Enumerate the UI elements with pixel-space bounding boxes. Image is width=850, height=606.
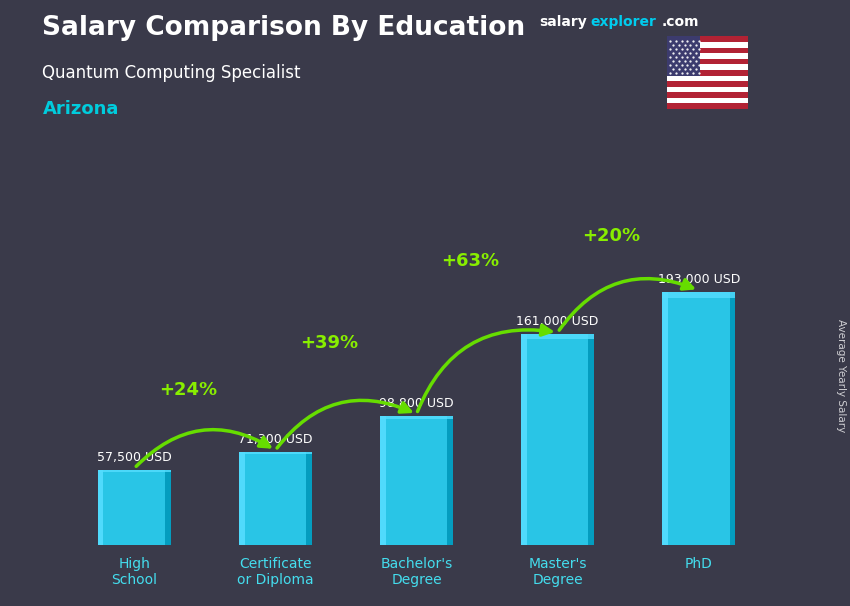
Bar xyxy=(380,416,386,545)
Bar xyxy=(239,452,312,454)
Bar xyxy=(729,292,735,545)
Bar xyxy=(667,42,748,47)
Bar xyxy=(521,334,527,545)
Text: 57,500 USD: 57,500 USD xyxy=(97,451,172,464)
Bar xyxy=(667,104,748,109)
Text: 71,300 USD: 71,300 USD xyxy=(238,433,313,446)
Bar xyxy=(667,76,748,81)
Bar xyxy=(447,416,453,545)
Bar xyxy=(667,59,748,64)
Bar xyxy=(239,452,245,545)
Text: +63%: +63% xyxy=(441,253,499,270)
Bar xyxy=(667,36,700,76)
Bar xyxy=(662,292,668,545)
Bar xyxy=(667,70,748,76)
Bar xyxy=(521,334,594,339)
Bar xyxy=(98,470,171,545)
Bar xyxy=(667,53,748,59)
Bar xyxy=(380,416,453,419)
Text: Salary Comparison By Education: Salary Comparison By Education xyxy=(42,15,525,41)
Bar xyxy=(667,47,748,53)
Bar xyxy=(662,292,735,298)
Bar xyxy=(662,292,735,545)
Bar xyxy=(588,334,594,545)
Bar xyxy=(521,334,594,545)
Text: Average Yearly Salary: Average Yearly Salary xyxy=(836,319,846,432)
Bar xyxy=(165,470,171,545)
Bar xyxy=(98,470,104,545)
Bar xyxy=(306,452,312,545)
Text: .com: .com xyxy=(661,15,699,29)
Bar xyxy=(380,416,453,545)
Bar xyxy=(667,81,748,87)
Text: Arizona: Arizona xyxy=(42,100,119,118)
Text: 98,800 USD: 98,800 USD xyxy=(379,397,454,410)
Bar xyxy=(98,470,171,472)
Text: Quantum Computing Specialist: Quantum Computing Specialist xyxy=(42,64,301,82)
Text: +39%: +39% xyxy=(300,334,358,352)
Bar xyxy=(667,98,748,104)
Bar xyxy=(239,452,312,545)
Text: +20%: +20% xyxy=(582,227,640,245)
Bar xyxy=(667,36,748,42)
Text: +24%: +24% xyxy=(159,381,217,399)
Text: explorer: explorer xyxy=(591,15,656,29)
Text: 161,000 USD: 161,000 USD xyxy=(517,315,598,328)
Bar xyxy=(667,87,748,92)
Bar xyxy=(667,92,748,98)
Text: salary: salary xyxy=(540,15,587,29)
Bar xyxy=(667,64,748,70)
Text: 193,000 USD: 193,000 USD xyxy=(658,273,740,286)
